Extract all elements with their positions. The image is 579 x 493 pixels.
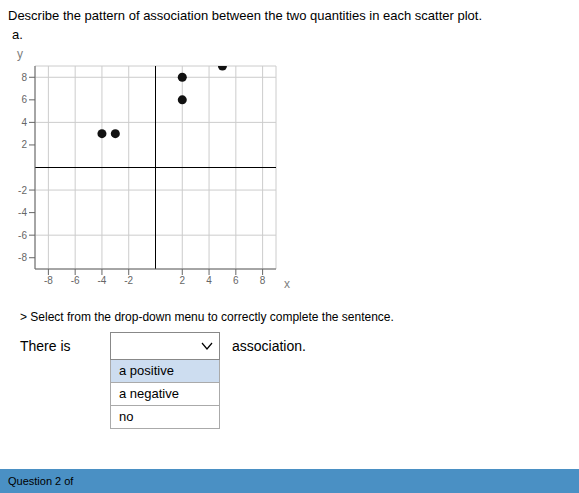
svg-text:8: 8 — [260, 275, 266, 286]
html-text:There is: There is — [20, 338, 71, 354]
html-text:> Select from the drop-down me: > Select from the drop-down menu to corr… — [20, 310, 394, 324]
html-text:a positive: a positive — [119, 363, 174, 378]
svg-text:4: 4 — [21, 117, 27, 128]
svg-text:-2: -2 — [18, 185, 27, 196]
svg-text:-4: -4 — [97, 275, 106, 286]
svg-text:-6: -6 — [71, 275, 80, 286]
svg-text:6: 6 — [233, 275, 239, 286]
svg-text:-4: -4 — [18, 207, 27, 218]
svg-text:-2: -2 — [124, 275, 133, 286]
html-text:Describe the pattern of associ: Describe the pattern of association betw… — [8, 8, 483, 23]
svg-text:8: 8 — [21, 72, 27, 83]
svg-text:2: 2 — [21, 139, 27, 150]
svg-text:6: 6 — [21, 94, 27, 105]
svg-text:-8: -8 — [18, 252, 27, 263]
svg-text:x: x — [284, 277, 290, 291]
svg-text:y: y — [17, 47, 23, 61]
html-text:no: no — [119, 409, 134, 424]
svg-text:-6: -6 — [18, 230, 27, 241]
html-text:a.: a. — [12, 27, 23, 42]
html-text:a negative: a negative — [119, 386, 179, 401]
html-text:Question 2 of: Question 2 of — [8, 475, 74, 487]
svg-text:2: 2 — [179, 275, 185, 286]
svg-text:4: 4 — [206, 275, 212, 286]
html-text:association.: association. — [232, 338, 306, 354]
svg-text:-8: -8 — [44, 275, 53, 286]
